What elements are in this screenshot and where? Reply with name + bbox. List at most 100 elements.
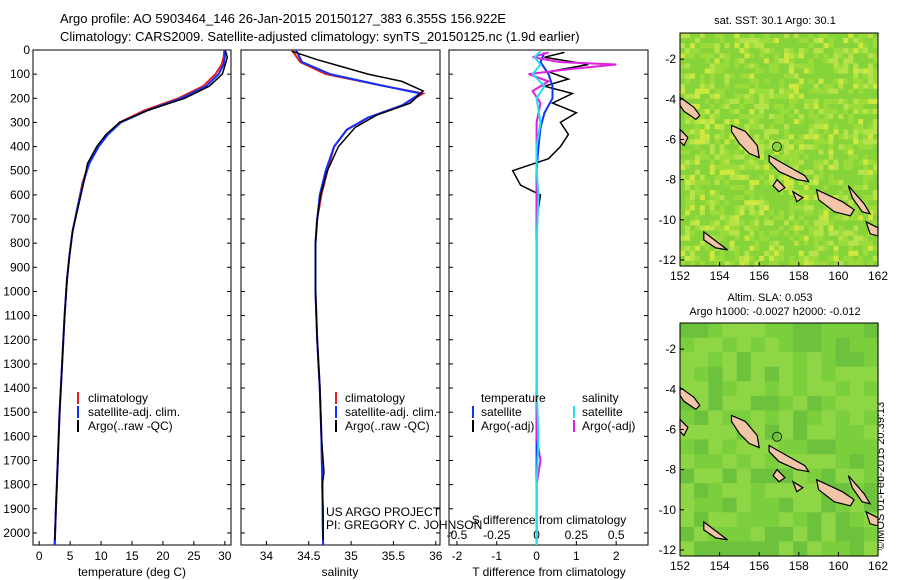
map-cell bbox=[759, 205, 765, 211]
map-cell bbox=[759, 240, 765, 247]
map-cell bbox=[689, 200, 696, 206]
map-cell bbox=[729, 83, 735, 90]
map-cell bbox=[863, 220, 869, 227]
map-cell bbox=[853, 260, 859, 267]
map-cell bbox=[699, 124, 706, 130]
map-cell bbox=[858, 93, 864, 100]
map-cell bbox=[734, 33, 740, 39]
map-cell bbox=[744, 205, 750, 211]
map-cell bbox=[784, 144, 790, 151]
map-cell bbox=[868, 88, 874, 95]
island bbox=[730, 414, 760, 449]
map-cell bbox=[704, 200, 711, 206]
map-cell bbox=[744, 53, 750, 59]
map-cell bbox=[734, 53, 740, 59]
map-cell bbox=[769, 129, 775, 135]
map-cell bbox=[863, 410, 879, 426]
map-cell bbox=[680, 164, 686, 171]
map-cell bbox=[714, 58, 721, 64]
map-cell bbox=[813, 159, 820, 166]
map-cell bbox=[848, 144, 854, 151]
map-cell bbox=[863, 541, 879, 557]
map-cell bbox=[858, 210, 864, 216]
title-line-1: Argo profile: AO 5903464_146 26-Jan-2015… bbox=[60, 11, 506, 26]
y-tick-label: 1000 bbox=[3, 284, 30, 298]
map-cell bbox=[744, 250, 750, 257]
map-cell bbox=[779, 53, 785, 59]
map-cell bbox=[764, 200, 770, 206]
map-cell bbox=[873, 149, 879, 156]
map-cell bbox=[779, 190, 785, 196]
map-cell bbox=[803, 88, 810, 95]
map-cell bbox=[848, 78, 854, 85]
map-cell bbox=[848, 114, 854, 120]
map-cell bbox=[749, 255, 755, 262]
map-cell bbox=[863, 424, 879, 441]
map-y-tick-label: -12 bbox=[659, 543, 677, 557]
map-cell bbox=[858, 103, 864, 110]
map-cell bbox=[689, 83, 696, 90]
map-cell bbox=[694, 337, 709, 353]
map-cell bbox=[709, 58, 716, 64]
map-cell bbox=[833, 220, 839, 227]
map-cell bbox=[843, 114, 849, 120]
map-cell bbox=[798, 93, 805, 100]
map-cell bbox=[843, 179, 849, 186]
legend-label-t-satellite: satellite bbox=[481, 405, 522, 419]
map-cell bbox=[744, 33, 750, 39]
map-cell bbox=[784, 159, 790, 166]
map-cell bbox=[734, 98, 740, 105]
map-cell bbox=[719, 129, 726, 135]
map-cell bbox=[680, 230, 686, 237]
map-cell bbox=[719, 195, 726, 201]
map-cell bbox=[689, 144, 696, 151]
map-cell bbox=[719, 230, 726, 237]
map-cell bbox=[694, 154, 701, 161]
map-cell bbox=[744, 260, 750, 267]
map-cell bbox=[774, 38, 780, 44]
map-cell bbox=[754, 63, 760, 70]
map-cell bbox=[858, 38, 864, 44]
map-cell bbox=[709, 255, 716, 262]
map-cell bbox=[853, 139, 859, 146]
map-cell bbox=[769, 48, 775, 54]
map-cell bbox=[714, 78, 721, 85]
map-cell bbox=[843, 63, 849, 70]
map-cell bbox=[821, 381, 837, 397]
map-cell bbox=[803, 109, 810, 115]
map-cell bbox=[744, 119, 750, 125]
map-cell bbox=[764, 483, 780, 499]
map-cell bbox=[759, 149, 765, 156]
map-cell bbox=[722, 512, 738, 528]
map-cell bbox=[779, 337, 794, 353]
map-cell bbox=[739, 68, 745, 75]
map-cell bbox=[843, 250, 849, 257]
map-cell bbox=[848, 235, 854, 242]
map-cell bbox=[853, 245, 859, 252]
map-cell bbox=[704, 103, 711, 110]
map-cell bbox=[759, 103, 765, 110]
map-cell bbox=[680, 33, 686, 39]
map-cell bbox=[724, 169, 730, 176]
map-cell bbox=[784, 33, 790, 39]
map-cell bbox=[813, 114, 820, 120]
map-cell bbox=[689, 88, 696, 95]
map-cell bbox=[863, 337, 879, 353]
map-cell bbox=[833, 114, 839, 120]
map-cell bbox=[838, 149, 844, 156]
map-cell bbox=[734, 114, 740, 120]
map-cell bbox=[828, 210, 834, 216]
map-cell bbox=[813, 169, 820, 176]
legend-label-t-argo: Argo(-adj) bbox=[481, 419, 534, 433]
map-cell bbox=[868, 179, 874, 186]
map-cell bbox=[754, 159, 760, 166]
map-cell bbox=[818, 63, 825, 70]
map-cell bbox=[793, 109, 800, 115]
map-cell bbox=[858, 255, 864, 262]
map-cell bbox=[793, 103, 800, 110]
map-cell bbox=[759, 43, 765, 49]
map-cell bbox=[807, 497, 822, 513]
map-cell bbox=[798, 103, 805, 110]
map-cell bbox=[788, 164, 795, 171]
map-cell bbox=[724, 58, 730, 64]
